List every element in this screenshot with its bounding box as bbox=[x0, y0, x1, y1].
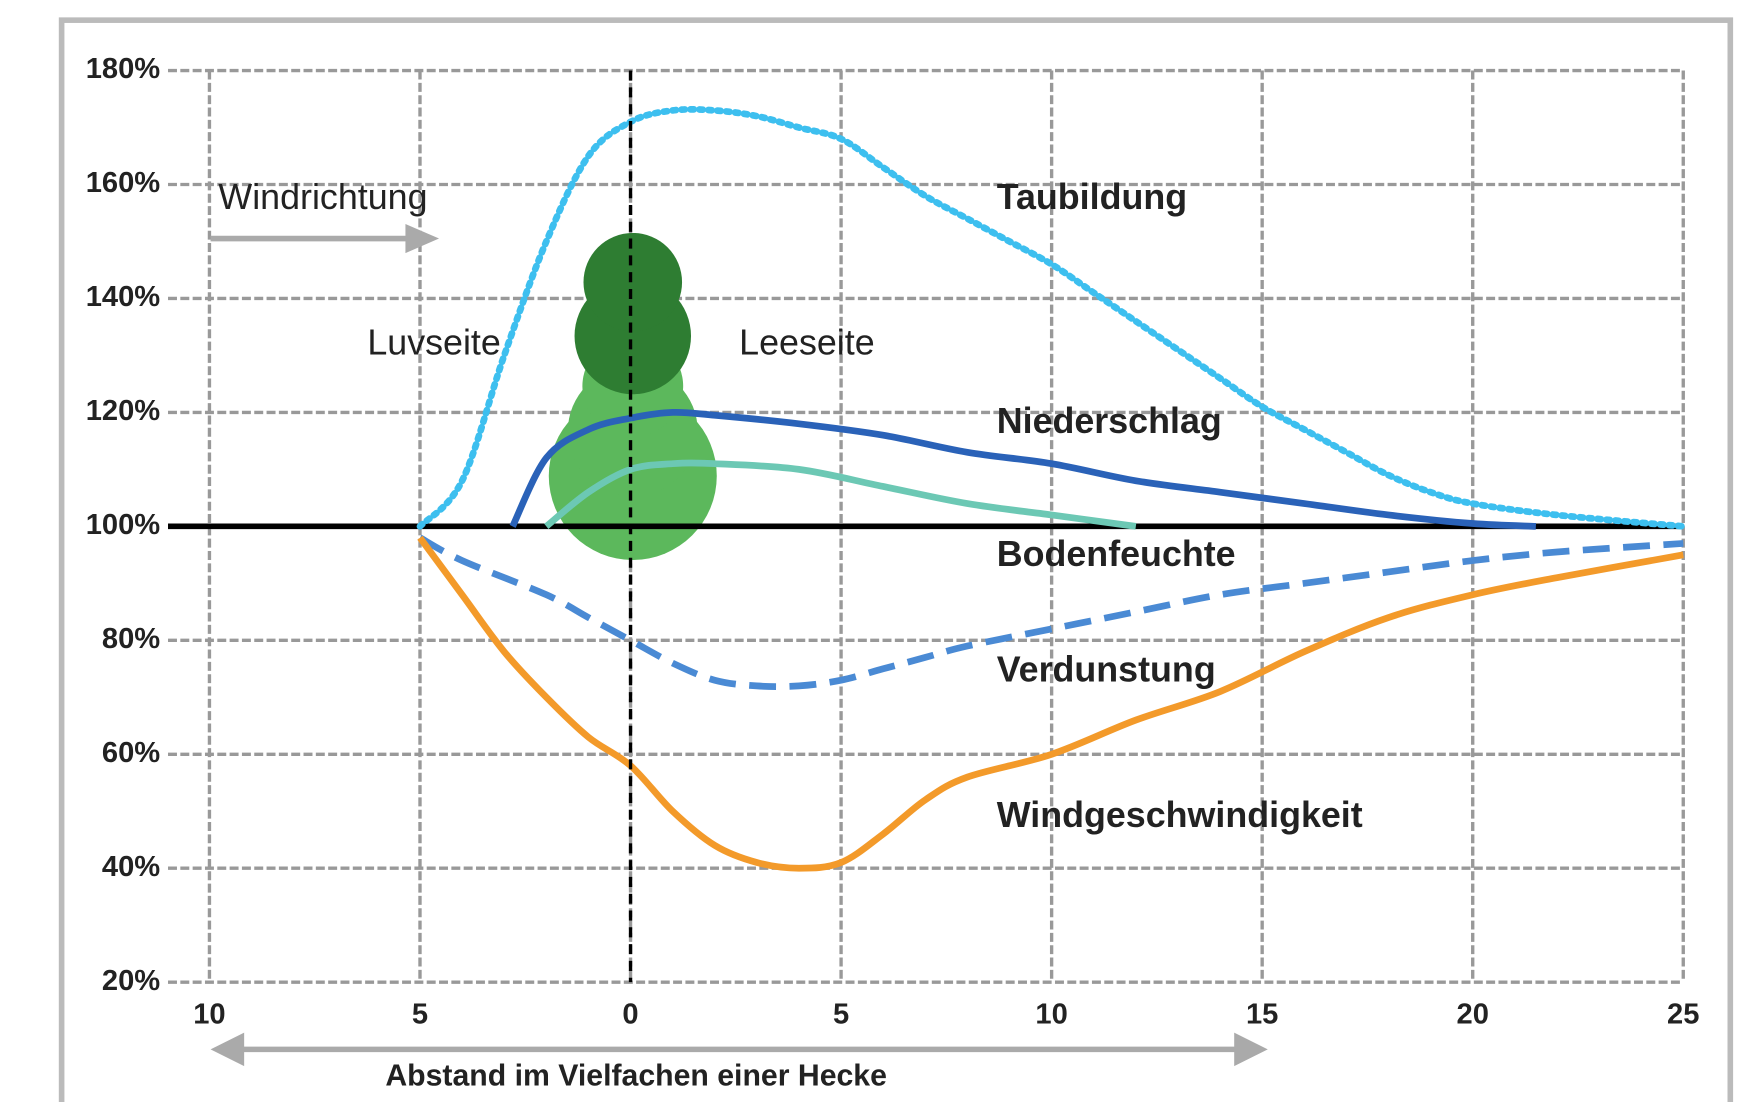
y-tick-label: 40% bbox=[102, 851, 160, 883]
annotation: Luvseite bbox=[367, 322, 500, 362]
wind-arrow-head bbox=[405, 224, 439, 253]
y-tick-label: 100% bbox=[86, 509, 161, 541]
annotation: Leeseite bbox=[739, 322, 874, 362]
distance-arrow-head bbox=[211, 1033, 245, 1067]
x-tick-label: 0 bbox=[622, 998, 638, 1030]
distance-arrow-head bbox=[1234, 1033, 1268, 1067]
y-tick-label: 60% bbox=[102, 737, 160, 769]
x-tick-label: 25 bbox=[1667, 998, 1699, 1030]
series-label: Verdunstung bbox=[997, 649, 1216, 689]
x-tick-label: 15 bbox=[1246, 998, 1278, 1030]
y-tick-label: 120% bbox=[86, 395, 161, 427]
chart: Windrichtung Luvseite Leeseite Abstand i… bbox=[0, 0, 1746, 1102]
x-tick-label: 10 bbox=[1035, 998, 1067, 1030]
x-tick-label: 10 bbox=[193, 998, 225, 1030]
annotation: Windrichtung bbox=[218, 177, 427, 217]
y-tick-label: 140% bbox=[86, 281, 161, 313]
x-axis-label: Abstand im Vielfachen einer Hecke bbox=[385, 1059, 887, 1092]
hedge bbox=[549, 233, 717, 560]
y-tick-label: 80% bbox=[102, 623, 160, 655]
series-label: Bodenfeuchte bbox=[997, 534, 1236, 574]
x-tick-label: 5 bbox=[412, 998, 428, 1030]
series-label: Taubildung bbox=[997, 177, 1187, 217]
y-tick-label: 180% bbox=[86, 53, 161, 85]
series-label: Niederschlag bbox=[997, 401, 1222, 441]
x-tick-label: 5 bbox=[833, 998, 849, 1030]
x-tick-label: 20 bbox=[1457, 998, 1489, 1030]
y-tick-label: 20% bbox=[102, 965, 160, 997]
y-tick-label: 160% bbox=[86, 167, 161, 199]
series-label: Windgeschwindigkeit bbox=[997, 795, 1363, 835]
